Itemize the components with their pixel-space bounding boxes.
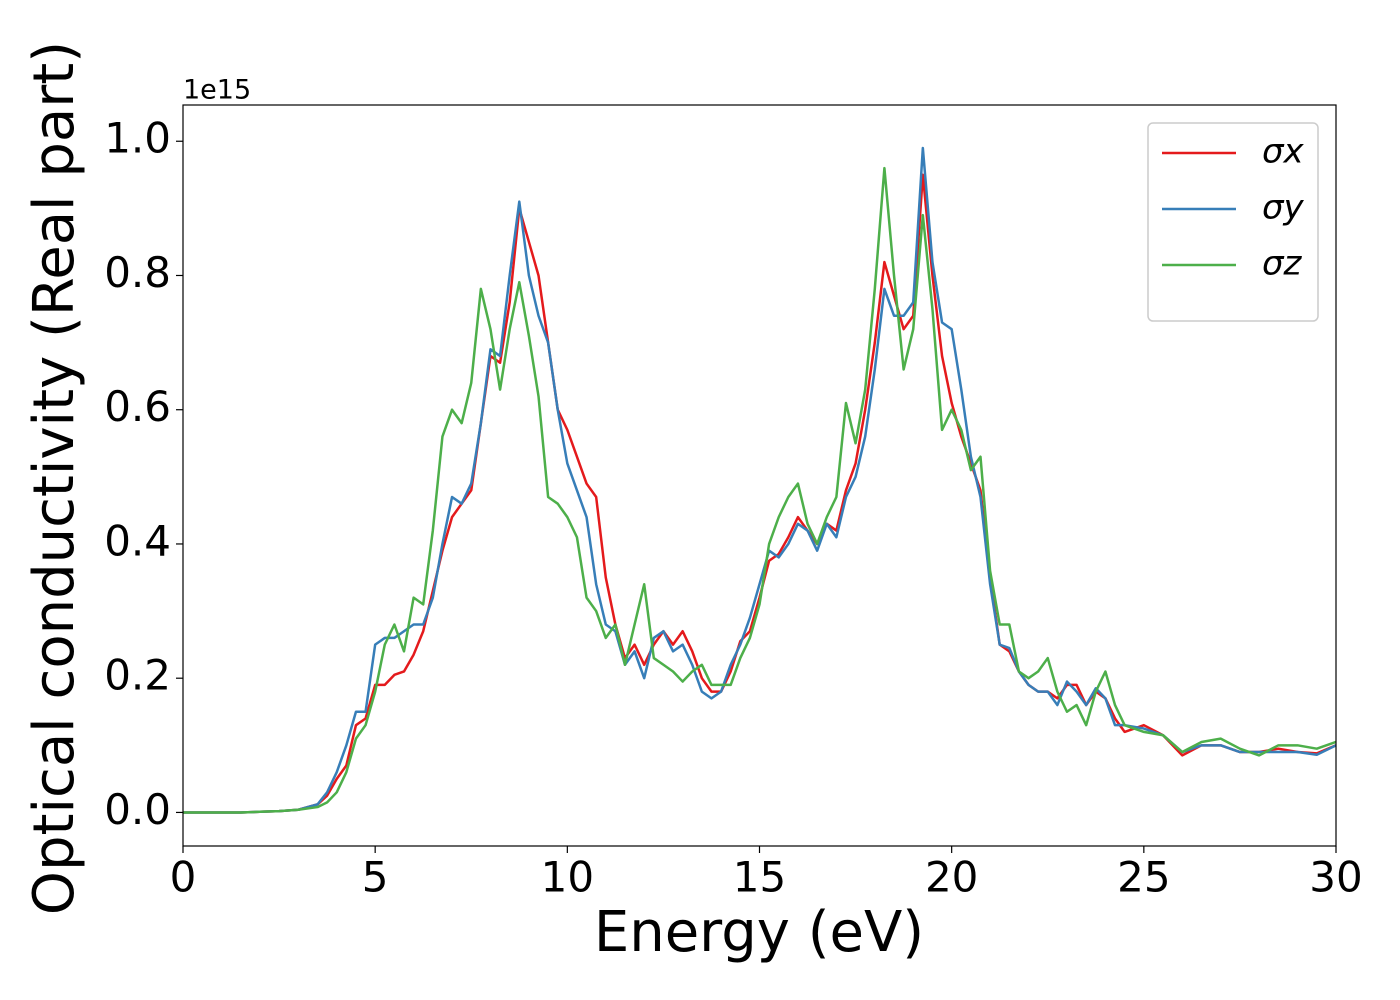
y-tick-label: 0.0 (104, 785, 171, 834)
y-tick-label: 0.4 (104, 516, 171, 565)
plot-frame (182, 104, 1337, 847)
legend-box (1147, 122, 1319, 322)
legend-label: σz (1262, 244, 1303, 284)
x-tick-label: 30 (1309, 853, 1362, 902)
y-tick-label: 0.8 (104, 248, 171, 297)
x-tick-label: 25 (1117, 853, 1170, 902)
x-tick-label: 5 (362, 853, 389, 902)
series-line (183, 166, 1336, 814)
offset-label: 1e15 (183, 75, 251, 106)
x-tick-label: 15 (733, 853, 786, 902)
x-axis-label: Energy (eV) (594, 900, 924, 965)
y-tick-label: 1.0 (104, 114, 171, 163)
x-tick-label: 20 (925, 853, 978, 902)
y-tick-label: 0.6 (104, 382, 171, 431)
x-tick-label: 10 (541, 853, 594, 902)
y-axis-label: Optical conductivity (Real part) (22, 41, 87, 915)
plot-lines (183, 146, 1336, 814)
legend-label: σx (1262, 132, 1305, 172)
legend-label: σy (1262, 188, 1305, 228)
series-line (183, 146, 1336, 814)
x-tick-label: 0 (170, 853, 197, 902)
y-tick-label: 0.2 (104, 651, 171, 700)
